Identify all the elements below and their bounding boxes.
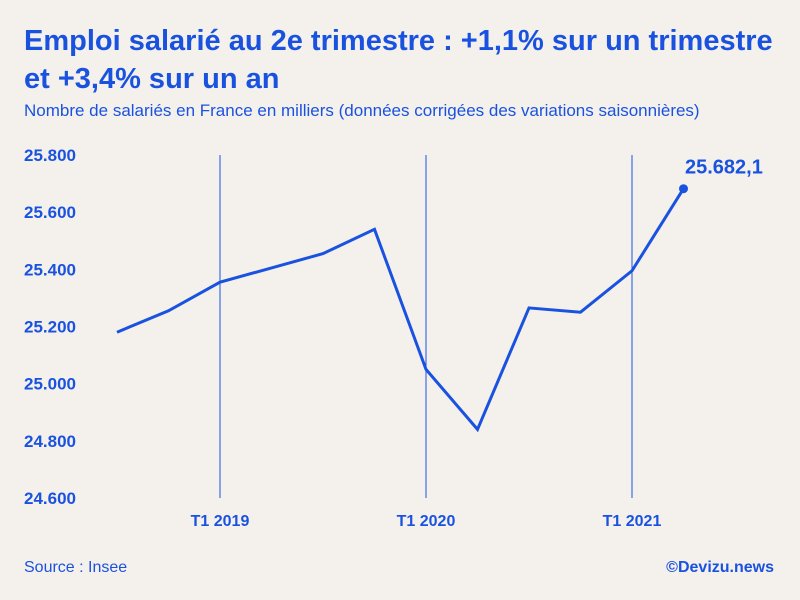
- data-label: 25.682,1: [685, 157, 763, 179]
- y-tick-label: 25.400: [24, 260, 76, 279]
- x-tick-label: T1 2019: [191, 513, 250, 530]
- y-tick-label: 24.600: [24, 489, 76, 508]
- chart-title: Emploi salarié au 2e trimestre : +1,1% s…: [24, 25, 773, 95]
- last-data-point: [679, 184, 688, 194]
- y-tick-label: 24.800: [24, 432, 76, 451]
- chart-subtitle: Nombre de salariés en France en milliers…: [24, 101, 700, 120]
- y-tick-label: 25.200: [24, 318, 76, 337]
- y-tick-label: 25.000: [24, 375, 76, 394]
- source-note: Source : Insee: [24, 559, 128, 576]
- y-tick-label: 25.600: [24, 203, 76, 222]
- credit-logo: ©Devizu.news: [666, 559, 774, 576]
- series-line: [116, 187, 685, 433]
- x-tick-label: T1 2021: [603, 513, 662, 530]
- y-tick-label: 25.800: [24, 146, 76, 165]
- x-tick-label: T1 2020: [397, 513, 456, 530]
